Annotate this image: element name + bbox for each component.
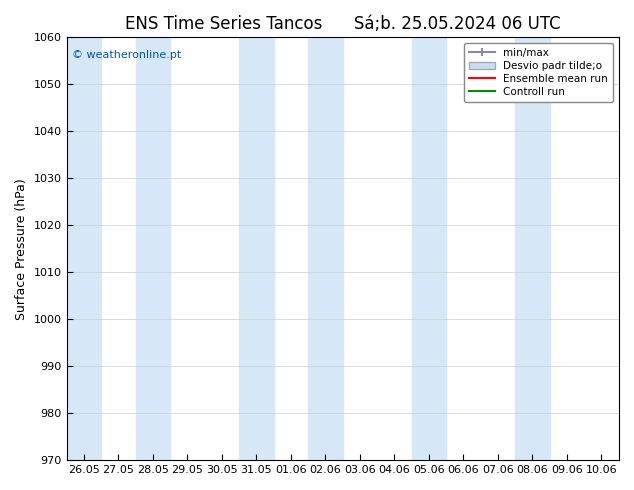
Title: ENS Time Series Tancos      Sá;b. 25.05.2024 06 UTC: ENS Time Series Tancos Sá;b. 25.05.2024 … <box>125 15 560 33</box>
Bar <box>515 37 550 460</box>
Bar <box>136 37 170 460</box>
Bar <box>411 37 446 460</box>
Bar <box>67 37 101 460</box>
Bar <box>239 37 273 460</box>
Legend: min/max, Desvio padr tilde;o, Ensemble mean run, Controll run: min/max, Desvio padr tilde;o, Ensemble m… <box>464 43 613 102</box>
Bar <box>308 37 342 460</box>
Text: © weatheronline.pt: © weatheronline.pt <box>72 50 181 60</box>
Y-axis label: Surface Pressure (hPa): Surface Pressure (hPa) <box>15 178 28 319</box>
